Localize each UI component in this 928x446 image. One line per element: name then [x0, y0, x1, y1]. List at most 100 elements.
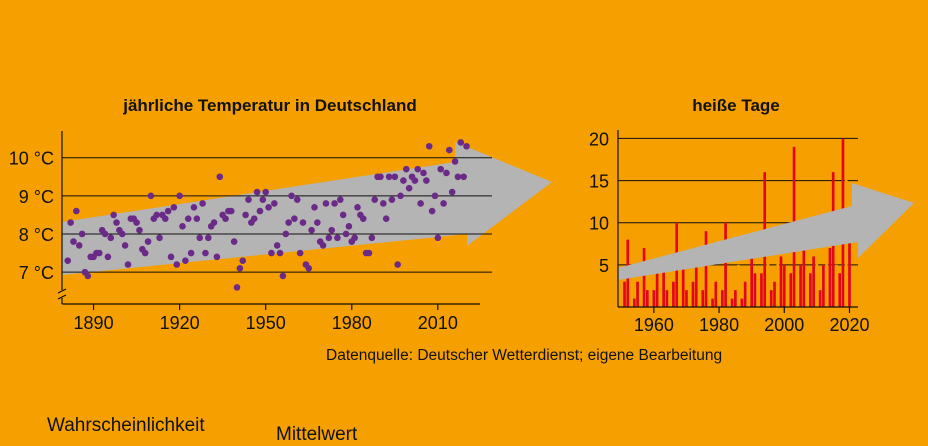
- right-y-tick-label: 10: [589, 214, 609, 234]
- temperature-point: [110, 211, 117, 219]
- temperature-point: [382, 215, 390, 223]
- hot-days-bar: [828, 248, 832, 307]
- temperature-point: [245, 196, 252, 203]
- hot-days-bar: [835, 264, 838, 307]
- trend-arrow-right: [618, 183, 914, 280]
- left-axis-break-1: [57, 288, 67, 294]
- temperature-point: [385, 173, 393, 181]
- temperature-point: [190, 203, 198, 211]
- hot-days-bar: [734, 290, 737, 307]
- temperature-point: [265, 203, 272, 211]
- hot-days-bar: [818, 290, 822, 307]
- temperature-point: [420, 169, 427, 177]
- temperature-point: [414, 165, 422, 173]
- right-x-tick-label: 1960: [634, 315, 674, 335]
- temperature-point: [425, 142, 433, 150]
- temperature-point: [325, 234, 333, 242]
- temperature-point: [463, 142, 470, 150]
- temperature-chart: 7 °C 8 °C 9 °C 10 °C 1890 1920 1950 1980 2010 j…: [9, 96, 552, 333]
- temperature-point: [118, 230, 126, 238]
- hot-days-bar: [805, 273, 809, 307]
- hot-days-bar: [717, 298, 721, 307]
- temperature-point: [377, 173, 384, 181]
- hot-days-bar: [747, 273, 750, 307]
- temperature-point: [121, 242, 129, 249]
- hot-days-bar: [668, 290, 672, 307]
- hot-days-bar: [707, 290, 711, 307]
- charts-canvas: 7 °C8 °C9 °C10 °C 1890 1920 1950 1980 2010 j…: [9, 96, 914, 335]
- left-axis-break-2: [57, 294, 67, 300]
- temperature-point: [451, 158, 459, 165]
- hot-days-bar: [698, 290, 701, 307]
- hot-days-bar: [646, 290, 649, 307]
- temperature-point: [271, 200, 278, 207]
- hot-days-bar: [753, 273, 757, 307]
- hot-days-bar: [779, 256, 783, 307]
- temperature-point: [405, 184, 413, 192]
- temperature-point: [388, 196, 396, 203]
- hot-days-bar: [795, 281, 799, 307]
- hot-days-bar: [727, 281, 731, 307]
- left-x-tick-label: 1980: [332, 313, 372, 333]
- left-y-ticks: 7 °C 8 °C 9 °C 10 °C: [9, 149, 54, 283]
- temperature-point: [311, 203, 318, 211]
- left-y-tick-label: 9 °C: [19, 187, 54, 207]
- temperature-point: [156, 234, 163, 242]
- left-x-tick-label: 1950: [246, 313, 286, 333]
- hot-days-bar: [766, 248, 770, 307]
- right-y-tick-label: 20: [589, 129, 609, 149]
- temperature-point: [133, 219, 140, 226]
- temperature-point: [273, 242, 281, 249]
- temperature-point: [446, 146, 453, 154]
- hot-days-bar: [848, 231, 851, 307]
- temperature-point: [104, 253, 112, 261]
- right-chart-title: heiße Tage: [692, 96, 780, 115]
- hot-days-bar: [838, 273, 842, 307]
- temperature-point: [210, 219, 218, 226]
- temperature-point: [291, 215, 298, 223]
- left-y-tick-label: 8 °C: [19, 225, 54, 245]
- temperature-point: [342, 230, 350, 238]
- temperature-point: [95, 249, 103, 257]
- temperature-point: [334, 234, 341, 242]
- temperature-point: [279, 272, 287, 280]
- hot-days-bar: [750, 248, 754, 307]
- temperature-point: [176, 192, 183, 200]
- temperature-point: [423, 177, 430, 184]
- temperature-point: [199, 200, 206, 207]
- temperature-point: [368, 234, 376, 242]
- temperature-point: [141, 249, 149, 257]
- temperature-point: [454, 173, 462, 181]
- temperature-point: [457, 139, 465, 146]
- left-y-tick-label: 7 °C: [19, 263, 54, 283]
- temperature-point: [124, 261, 132, 268]
- temperature-point: [397, 192, 404, 200]
- temperature-point: [153, 211, 160, 219]
- temperature-point: [371, 196, 379, 203]
- temperature-point: [440, 200, 447, 207]
- temperature-point: [276, 249, 284, 257]
- hot-days-bar: [802, 239, 806, 307]
- hot-days-bar: [799, 264, 802, 307]
- temperature-point: [402, 165, 410, 173]
- hot-days-bar: [649, 256, 652, 307]
- temperature-point: [365, 249, 373, 257]
- temperature-point: [164, 207, 172, 215]
- probability-label: Wahrscheinlichkeit: [47, 415, 205, 436]
- right-x-tick-label: 2020: [829, 315, 869, 335]
- hot-days-bar: [688, 281, 692, 307]
- temperature-point: [296, 249, 304, 257]
- temperature-point: [400, 177, 407, 184]
- temperature-point: [239, 257, 247, 264]
- hot-days-bar: [822, 264, 825, 307]
- hot-days-bar: [789, 273, 793, 307]
- temperature-point: [216, 173, 224, 181]
- hot-days-bar: [642, 248, 646, 307]
- hot-days-bar: [825, 231, 828, 307]
- temperature-point: [256, 207, 264, 215]
- temperature-point: [391, 173, 399, 181]
- temperature-point: [196, 234, 204, 242]
- temperature-point: [351, 234, 358, 242]
- right-x-tick-label: 1980: [699, 315, 739, 335]
- temperature-point: [354, 203, 361, 211]
